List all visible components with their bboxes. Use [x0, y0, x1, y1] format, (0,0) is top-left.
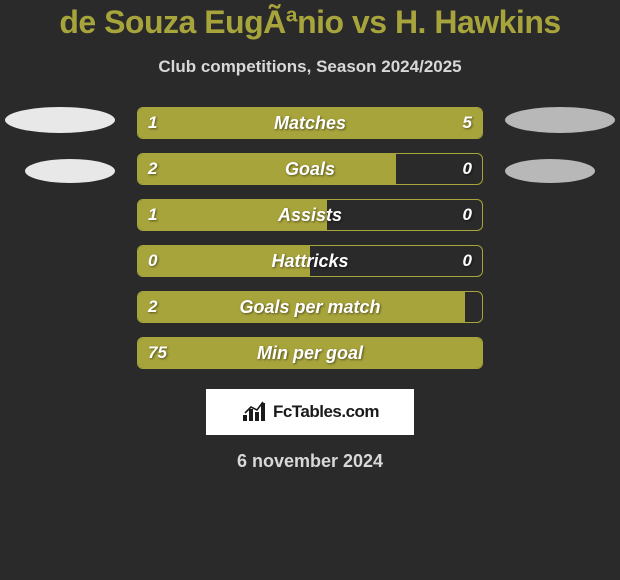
subtitle: Club competitions, Season 2024/2025 [0, 57, 620, 77]
stat-row: 20Goals [137, 153, 483, 185]
stat-label: Goals [138, 154, 482, 184]
stat-row: 00Hattricks [137, 245, 483, 277]
player-left-oval-1 [5, 107, 115, 133]
stat-label: Goals per match [138, 292, 482, 322]
player-left-oval-2 [25, 159, 115, 183]
stat-bars: 15Matches 20Goals 10Assists 00Hattricks 2Goa… [137, 107, 483, 369]
page-title: de Souza EugÃªnio vs H. Hawkins [0, 4, 620, 41]
stat-row: 75Min per goal [137, 337, 483, 369]
stat-label: Assists [138, 200, 482, 230]
player-right-oval-1 [505, 107, 615, 133]
stat-row: 2Goals per match [137, 291, 483, 323]
stat-label: Matches [138, 108, 482, 138]
fctables-icon [241, 401, 267, 423]
stat-label: Hattricks [138, 246, 482, 276]
stat-row: 15Matches [137, 107, 483, 139]
player-right-oval-2 [505, 159, 595, 183]
attribution-text: FcTables.com [273, 402, 379, 422]
attribution-logo: FcTables.com [206, 389, 414, 435]
date-label: 6 november 2024 [0, 451, 620, 472]
comparison-chart: 15Matches 20Goals 10Assists 00Hattricks 2Goa… [0, 107, 620, 472]
stat-label: Min per goal [138, 338, 482, 368]
stat-row: 10Assists [137, 199, 483, 231]
